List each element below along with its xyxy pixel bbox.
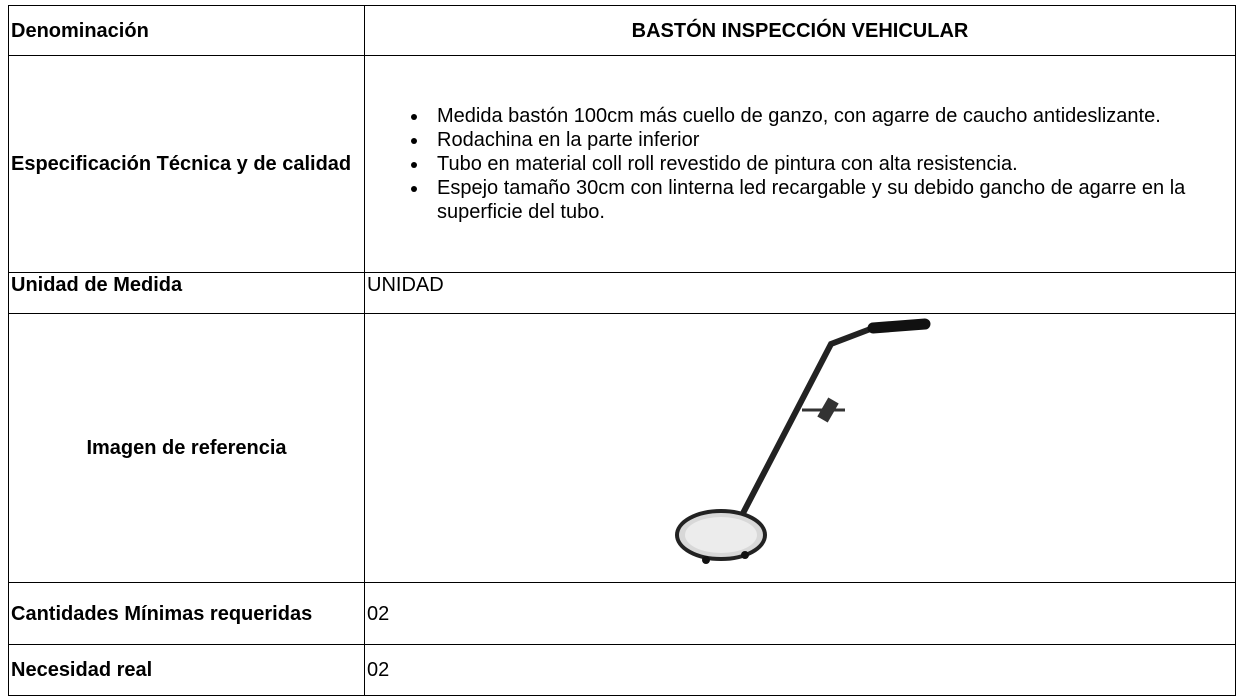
spec-list: Medida bastón 100cm más cuello de ganzo,… [367, 104, 1233, 224]
row-value: UNIDAD [364, 272, 1236, 314]
row-value: BASTÓN INSPECCIÓN VEHICULAR [364, 5, 1236, 56]
row-label: Especificación Técnica y de calidad [8, 55, 365, 273]
spec-item: Espejo tamaño 30cm con linterna led reca… [429, 176, 1233, 224]
row-label: Necesidad real [8, 644, 365, 696]
row-label: Denominación [8, 5, 365, 56]
row: Especificación Técnica y de calidad Medi… [8, 55, 1236, 273]
row: Denominación BASTÓN INSPECCIÓN VEHICULAR [8, 5, 1236, 56]
row-value: 02 [364, 644, 1236, 696]
row: Unidad de Medida UNIDAD [8, 272, 1236, 314]
row: Imagen de referencia [8, 313, 1236, 583]
reference-image [675, 318, 931, 564]
row: Cantidades Mínimas requeridas 02 [8, 582, 1236, 645]
spec-item: Medida bastón 100cm más cuello de ganzo,… [429, 104, 1233, 128]
row-value: 02 [364, 582, 1236, 645]
spec-item: Tubo en material coll roll revestido de … [429, 152, 1233, 176]
row-label: Imagen de referencia [8, 313, 365, 583]
spec-table: Denominación BASTÓN INSPECCIÓN VEHICULAR… [8, 5, 1236, 696]
spec-item: Rodachina en la parte inferior [429, 128, 1233, 152]
row-label: Cantidades Mínimas requeridas [8, 582, 365, 645]
row-value: Medida bastón 100cm más cuello de ganzo,… [364, 55, 1236, 273]
row: Necesidad real 02 [8, 644, 1236, 696]
row-label: Unidad de Medida [8, 272, 365, 314]
image-cell [364, 313, 1236, 583]
